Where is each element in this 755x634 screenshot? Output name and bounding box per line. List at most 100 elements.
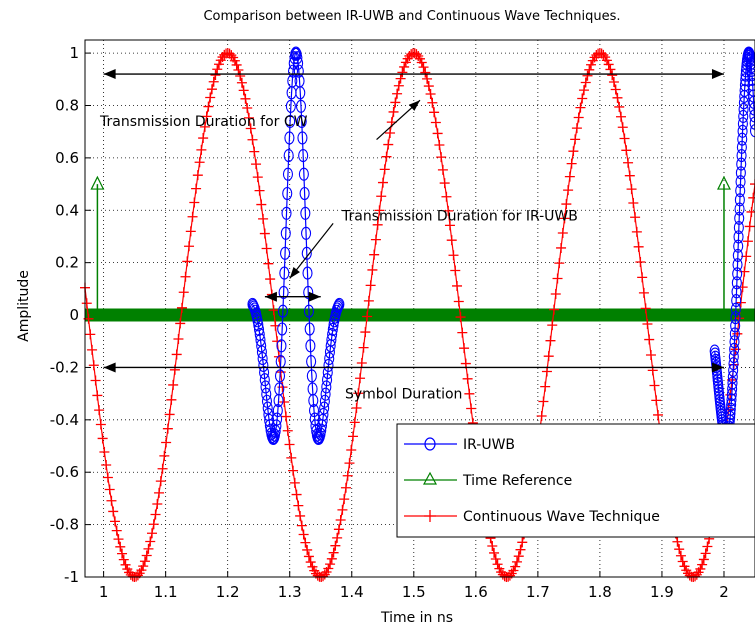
cw-marker bbox=[304, 551, 314, 561]
cw-marker bbox=[94, 405, 104, 415]
x-tick-label: 1.7 bbox=[526, 583, 550, 601]
cw-marker bbox=[237, 78, 247, 88]
x-axis-label: Time in ns bbox=[380, 610, 453, 626]
cw-marker bbox=[103, 473, 113, 483]
x-tick-label: 1 bbox=[99, 583, 109, 601]
cw-marker bbox=[329, 548, 339, 558]
cw-marker bbox=[163, 424, 173, 434]
cw-marker bbox=[168, 380, 178, 390]
cw-marker bbox=[449, 250, 459, 260]
cw-marker bbox=[369, 250, 379, 260]
cw-marker bbox=[360, 327, 370, 337]
cw-marker bbox=[628, 198, 638, 208]
cw-marker bbox=[260, 229, 270, 239]
cw-marker bbox=[210, 70, 220, 80]
uwb-duration-arrow-head-right bbox=[309, 292, 321, 302]
annotation-symbol: Symbol Duration bbox=[345, 387, 462, 403]
cw-marker bbox=[577, 93, 587, 103]
cw-marker bbox=[568, 146, 578, 156]
cw-marker bbox=[394, 81, 404, 91]
cw-marker bbox=[574, 113, 584, 123]
cw-marker bbox=[235, 71, 245, 81]
cw-marker bbox=[173, 334, 183, 344]
cw-marker bbox=[625, 171, 635, 181]
cw-marker bbox=[745, 221, 755, 231]
cw-marker bbox=[283, 426, 293, 436]
cw-marker bbox=[491, 554, 501, 564]
x-tick-label: 1.9 bbox=[650, 583, 674, 601]
cw-marker bbox=[390, 97, 400, 107]
cw-marker bbox=[240, 94, 250, 104]
cw-marker bbox=[538, 396, 548, 406]
uwb-duration-arrow-head-left bbox=[265, 292, 277, 302]
cw-marker bbox=[614, 102, 624, 112]
cw-marker bbox=[429, 107, 439, 117]
x-tick-label: 1.5 bbox=[402, 583, 426, 601]
cw-marker bbox=[554, 258, 564, 268]
cw-marker bbox=[253, 172, 263, 182]
cw-marker bbox=[572, 123, 582, 133]
annotation-cw: Transmission Duration for CW bbox=[99, 114, 308, 130]
cw-marker bbox=[341, 483, 351, 493]
cw-marker bbox=[431, 118, 441, 128]
x-tick-label: 1.4 bbox=[340, 583, 364, 601]
annotation-layer: Transmission Duration for CWTransmission… bbox=[99, 69, 724, 403]
y-tick-label: -0.8 bbox=[50, 516, 79, 534]
y-tick-label: 0.2 bbox=[55, 254, 79, 272]
cw-marker bbox=[355, 373, 365, 383]
symbol-duration-arrow-head-left bbox=[104, 362, 116, 372]
cw-marker bbox=[188, 212, 198, 222]
cw-marker bbox=[653, 410, 663, 420]
cw-marker bbox=[158, 464, 168, 474]
cw-marker bbox=[156, 476, 166, 486]
cw-marker bbox=[166, 395, 176, 405]
cw-marker bbox=[672, 537, 682, 547]
y-tick-label: 1 bbox=[69, 44, 79, 62]
cw-marker bbox=[299, 530, 309, 540]
cw-marker bbox=[489, 548, 499, 558]
cw-marker bbox=[544, 351, 554, 361]
cw-marker bbox=[553, 273, 563, 283]
cw-marker bbox=[339, 494, 349, 504]
cw-marker bbox=[170, 365, 180, 375]
cw-marker bbox=[454, 296, 464, 306]
cw-marker bbox=[674, 544, 684, 554]
cw-marker bbox=[563, 185, 573, 195]
cw-marker bbox=[143, 544, 153, 554]
cw-marker bbox=[584, 65, 594, 75]
cw-marker bbox=[422, 74, 432, 84]
cw-marker bbox=[650, 380, 660, 390]
cw-marker bbox=[297, 521, 307, 531]
y-tick-label: 0.4 bbox=[55, 201, 79, 219]
y-tick-label: -0.4 bbox=[50, 411, 79, 429]
cw-marker bbox=[117, 549, 127, 559]
cw-marker bbox=[447, 235, 457, 245]
cw-marker bbox=[632, 227, 642, 237]
cw-marker bbox=[382, 152, 392, 162]
cw-marker bbox=[145, 536, 155, 546]
x-tick-label: 2 bbox=[719, 583, 729, 601]
cw-marker bbox=[203, 102, 213, 112]
cw-marker bbox=[366, 280, 376, 290]
cw-marker bbox=[702, 542, 712, 552]
cw-marker bbox=[195, 157, 205, 167]
cw-marker bbox=[332, 533, 342, 543]
cw-marker bbox=[288, 466, 298, 476]
cw-marker bbox=[701, 548, 711, 558]
cw-marker bbox=[397, 67, 407, 77]
cw-marker bbox=[251, 159, 261, 169]
cw-marker bbox=[147, 528, 157, 538]
cw-marker bbox=[420, 68, 430, 78]
cw-marker bbox=[248, 135, 258, 145]
cw-marker bbox=[106, 496, 116, 506]
cw-marker bbox=[380, 164, 390, 174]
cw-marker bbox=[191, 184, 201, 194]
cw-marker bbox=[359, 343, 369, 353]
cw-marker bbox=[545, 336, 555, 346]
cw-marker bbox=[637, 272, 647, 282]
cw-marker bbox=[634, 242, 644, 252]
cw-marker bbox=[357, 358, 367, 368]
cw-marker bbox=[152, 499, 162, 509]
cw-marker bbox=[440, 178, 450, 188]
cw-marker bbox=[91, 375, 101, 385]
